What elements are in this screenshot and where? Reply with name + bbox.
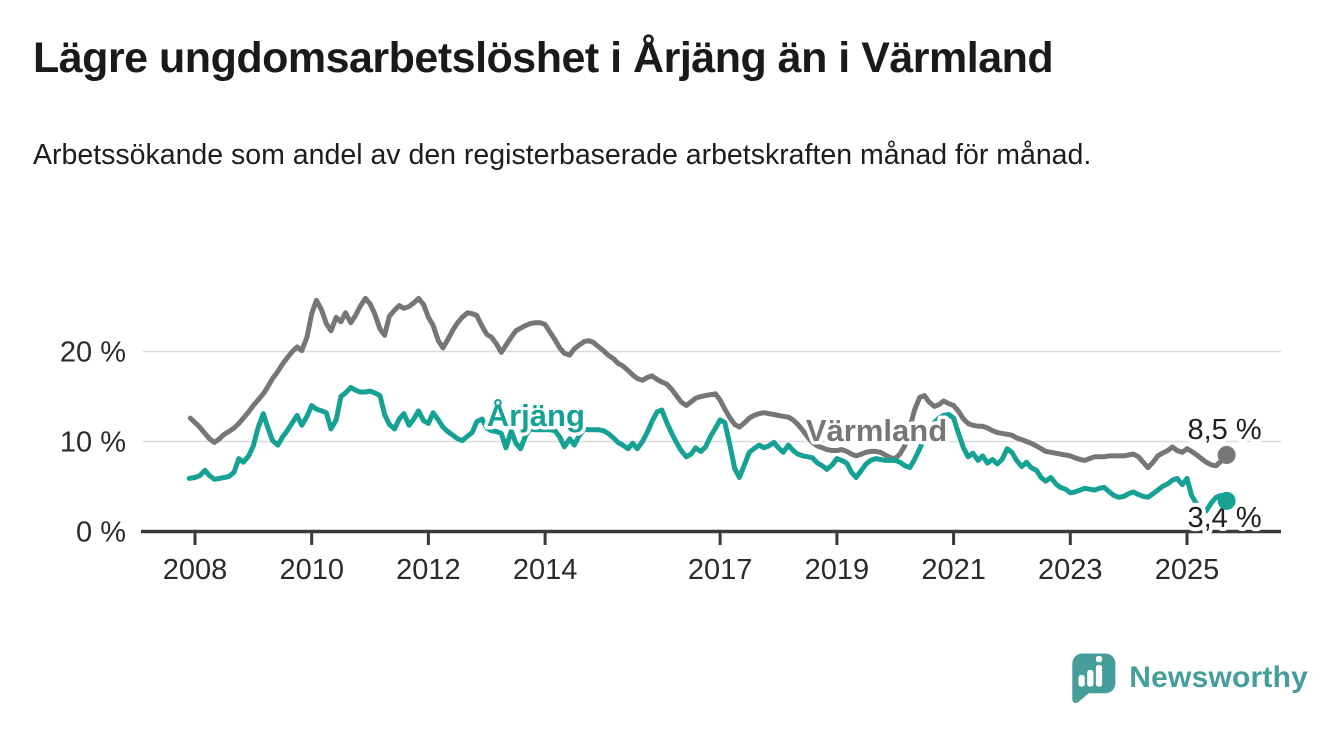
x-axis-label-2021: 2021 (921, 554, 986, 586)
series-label-varmland: Värmland (806, 413, 947, 448)
x-axis-label-2012: 2012 (396, 554, 461, 586)
x-axis-label-2017: 2017 (688, 554, 753, 586)
newsworthy-logo: Newsworthy (1068, 651, 1308, 704)
end-dot-varmland (1217, 446, 1236, 464)
x-axis-label-2008: 2008 (163, 554, 228, 586)
series-line-varmland (187, 295, 1230, 471)
brand-name: Newsworthy (1129, 660, 1308, 694)
x-axis-label-2019: 2019 (805, 554, 870, 586)
page-title: Lägre ungdomsarbetslöshet i Årjäng än i … (33, 34, 1054, 82)
page-subtitle: Arbetssökande som andel av den registerb… (33, 139, 1092, 171)
series-label-arjang: Årjäng (487, 398, 585, 433)
series-line-arjang (186, 385, 1230, 514)
x-axis-label-2023: 2023 (1038, 554, 1103, 586)
newsworthy-bubble-chart-icon (1072, 653, 1116, 703)
end-value-label-varmland: 8,5 % (1188, 414, 1262, 446)
x-axis-label-2025: 2025 (1155, 554, 1220, 586)
end-dot-arjang (1217, 491, 1236, 510)
x-axis-label-2010: 2010 (279, 554, 344, 586)
y-axis-label-0pct: 0 % (76, 517, 126, 549)
x-axis-label-2014: 2014 (513, 554, 578, 586)
y-axis-label-10pct: 10 % (60, 427, 126, 459)
y-axis-label-20pct: 20 % (60, 337, 126, 369)
